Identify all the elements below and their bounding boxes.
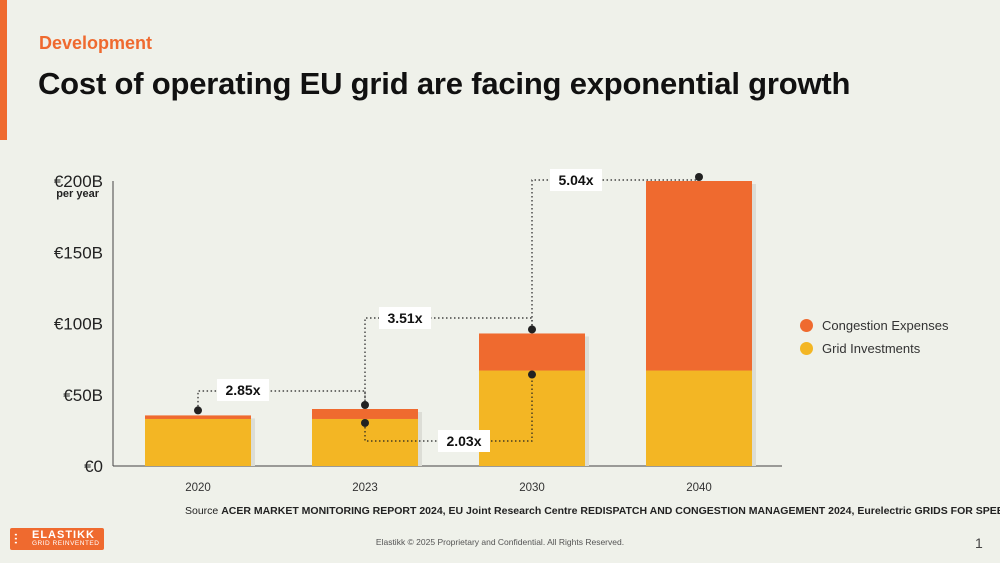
bar-grid-investments [145, 418, 251, 466]
y-tick-label: €150B [54, 243, 103, 262]
annotation-label-3-51x-box [379, 307, 431, 329]
legend-swatch-investments [800, 342, 813, 355]
logo-tagline: GRID REINVENTED [32, 540, 100, 547]
logo-mark-icon: ⫶ [14, 531, 18, 547]
legend-label-investments: Grid Investments [822, 341, 921, 356]
section-label: Development [39, 33, 153, 53]
page-title: Cost of operating EU grid are facing exp… [38, 66, 851, 101]
annotation-label-2-85x: 2.85x [225, 382, 260, 398]
y-tick-label: €100B [54, 315, 103, 334]
annotation-label-5-04x: 5.04x [558, 172, 593, 188]
bar-grid-investments [479, 370, 585, 466]
x-tick-label: 2023 [352, 482, 378, 494]
x-tick-label: 2030 [519, 482, 545, 494]
source-prefix: Source [185, 505, 222, 517]
legend-item-investments: Grid Investments [800, 337, 948, 360]
annotation-label-5-04x-box [550, 169, 602, 191]
connector-5-04x [531, 179, 699, 330]
y-tick-label: €50B [63, 386, 103, 405]
source-note: Source ACER MARKET MONITORING REPORT 202… [185, 505, 1000, 517]
legend-item-congestion: Congestion Expenses [800, 314, 948, 337]
bar-congestion-expenses [646, 181, 752, 371]
annotation-label-3-51x: 3.51x [387, 310, 422, 326]
marker-dot [361, 418, 369, 427]
logo-name: ELASTIKK [32, 529, 95, 541]
bar-congestion-expenses [479, 333, 585, 371]
marker-dot [528, 370, 536, 379]
x-tick-label: 2020 [185, 482, 211, 494]
y-tick-label: €200B [54, 172, 103, 191]
connector-2-03x [364, 374, 533, 442]
marker-dot [695, 173, 703, 181]
source-text: ACER MARKET MONITORING REPORT 2024, EU J… [221, 505, 1000, 517]
chart-legend: Congestion Expenses Grid Investments [800, 314, 948, 360]
annotation-label-2-03x-box [438, 430, 490, 452]
page-number: 1 [975, 535, 983, 551]
bar-congestion-expenses [145, 415, 251, 419]
y-tick-label: €0 [84, 457, 103, 476]
accent-bar [0, 0, 7, 140]
y-axis-unit-label: per year [56, 188, 100, 200]
bar-congestion-expenses [312, 409, 418, 419]
legend-label-congestion: Congestion Expenses [822, 318, 949, 333]
elastikk-logo: ⫶ ELASTIKK GRID REINVENTED [10, 528, 104, 550]
x-tick-label: 2040 [686, 482, 712, 494]
annotation-label-2-03x: 2.03x [446, 433, 481, 449]
annotation-label-2-85x-box [217, 379, 269, 401]
marker-dot [194, 406, 202, 415]
legend-swatch-congestion [800, 319, 813, 332]
bar-grid-investments [646, 370, 752, 466]
connector-2-85x [197, 390, 366, 411]
footer-copyright: Elastikk © 2025 Proprietary and Confiden… [375, 537, 625, 547]
